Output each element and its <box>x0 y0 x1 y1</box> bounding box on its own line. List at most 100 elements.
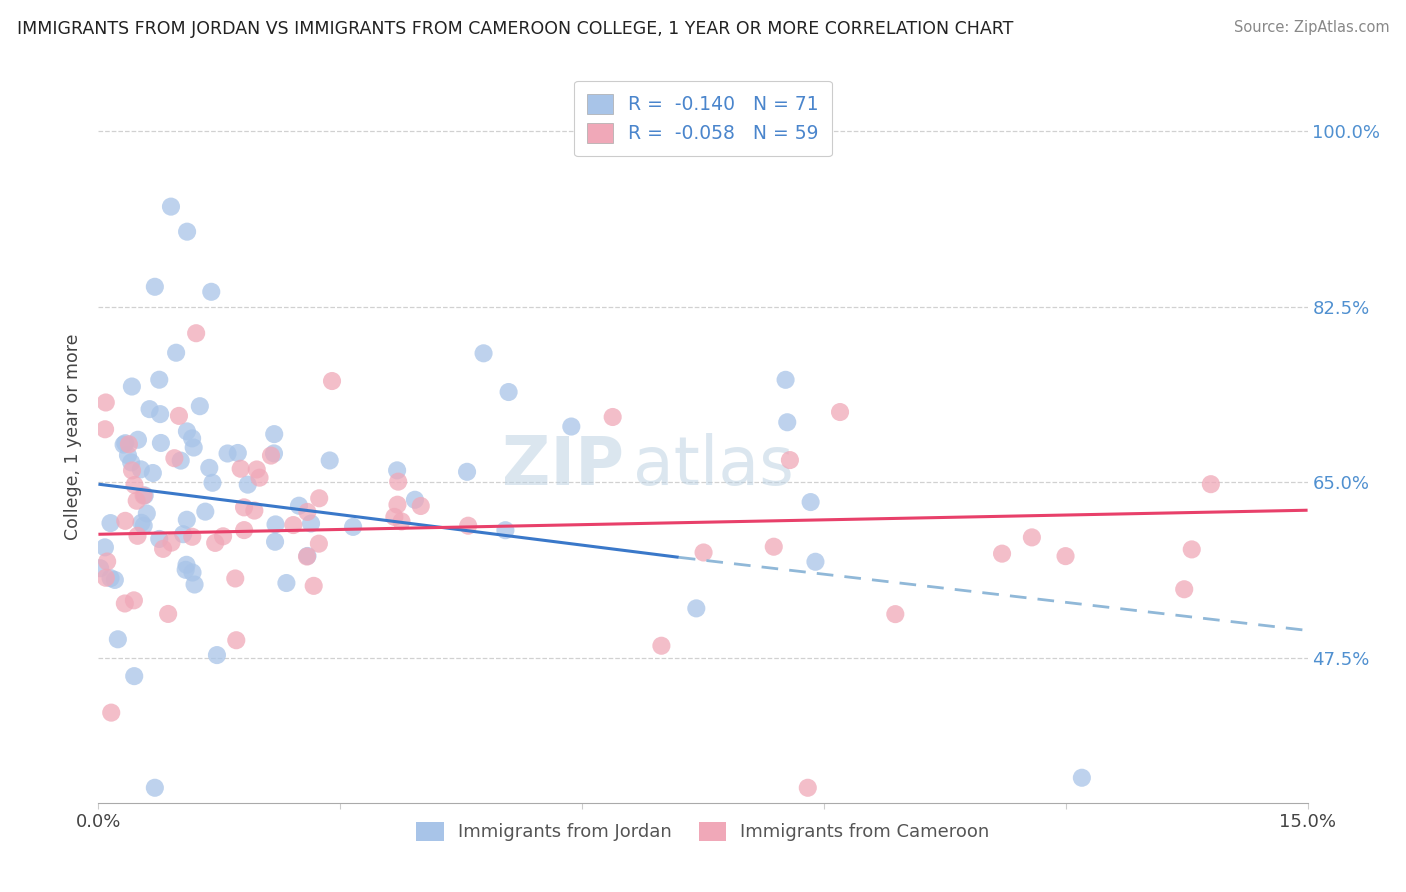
Point <box>342 520 364 534</box>
Point <box>762 540 785 554</box>
Point <box>183 441 205 455</box>
Point <box>181 431 204 445</box>
Point <box>148 532 170 546</box>
Point <box>283 518 305 533</box>
Point <box>94 571 117 585</box>
Point <box>382 509 405 524</box>
Point <box>494 523 516 537</box>
Point <box>1173 582 1195 597</box>
Point <box>152 541 174 556</box>
Point <box>249 470 271 484</box>
Point <box>124 478 146 492</box>
Point <box>263 427 285 442</box>
Point <box>233 500 256 515</box>
Point <box>157 607 180 621</box>
Point <box>167 409 190 423</box>
Point <box>94 541 117 555</box>
Text: atlas: atlas <box>633 434 794 500</box>
Point <box>685 601 707 615</box>
Point <box>94 422 117 436</box>
Point <box>236 477 259 491</box>
Point <box>225 633 247 648</box>
Point <box>174 563 197 577</box>
Point <box>472 346 495 360</box>
Legend: Immigrants from Jordan, Immigrants from Cameroon: Immigrants from Jordan, Immigrants from … <box>409 814 997 848</box>
Point <box>302 579 325 593</box>
Point <box>127 529 149 543</box>
Text: ZIP: ZIP <box>502 434 624 500</box>
Point <box>391 515 413 529</box>
Point <box>89 561 111 575</box>
Point <box>205 648 228 662</box>
Point <box>212 529 235 543</box>
Point <box>226 446 249 460</box>
Point <box>143 280 166 294</box>
Point <box>321 374 343 388</box>
Point <box>198 460 221 475</box>
Point <box>107 632 129 647</box>
Point <box>217 446 239 460</box>
Point <box>385 463 408 477</box>
Point <box>1181 542 1204 557</box>
Point <box>122 669 145 683</box>
Point <box>692 545 714 559</box>
Point <box>118 437 141 451</box>
Point <box>295 549 318 564</box>
Point <box>204 536 226 550</box>
Point <box>264 534 287 549</box>
Point <box>148 373 170 387</box>
Point <box>229 462 252 476</box>
Point <box>457 518 479 533</box>
Point <box>149 436 172 450</box>
Point <box>224 572 246 586</box>
Point <box>800 495 823 509</box>
Point <box>775 373 797 387</box>
Point <box>1199 477 1222 491</box>
Point <box>170 453 193 467</box>
Point <box>260 449 283 463</box>
Point <box>127 433 149 447</box>
Point <box>884 607 907 621</box>
Point <box>181 566 204 580</box>
Point <box>797 780 820 795</box>
Point <box>188 399 211 413</box>
Point <box>991 547 1014 561</box>
Point <box>100 706 122 720</box>
Point <box>387 498 409 512</box>
Point <box>299 516 322 531</box>
Point <box>160 535 183 549</box>
Point <box>804 555 827 569</box>
Point <box>104 573 127 587</box>
Point <box>181 530 204 544</box>
Point <box>143 780 166 795</box>
Point <box>131 516 153 530</box>
Point <box>163 451 186 466</box>
Point <box>498 384 520 399</box>
Point <box>149 407 172 421</box>
Point <box>100 571 122 585</box>
Text: IMMIGRANTS FROM JORDAN VS IMMIGRANTS FROM CAMEROON COLLEGE, 1 YEAR OR MORE CORRE: IMMIGRANTS FROM JORDAN VS IMMIGRANTS FRO… <box>17 20 1014 37</box>
Point <box>186 326 208 341</box>
Point <box>132 489 155 503</box>
Point <box>134 488 156 502</box>
Point <box>650 639 672 653</box>
Point <box>387 475 409 489</box>
Point <box>456 465 478 479</box>
Point <box>308 537 330 551</box>
Point <box>1021 530 1043 544</box>
Point <box>94 395 117 409</box>
Point <box>117 448 139 462</box>
Point <box>318 453 340 467</box>
Point <box>602 409 624 424</box>
Point <box>1070 771 1092 785</box>
Point <box>125 493 148 508</box>
Point <box>138 402 160 417</box>
Y-axis label: College, 1 year or more: College, 1 year or more <box>63 334 82 541</box>
Point <box>142 466 165 480</box>
Point <box>176 558 198 572</box>
Point <box>297 549 319 563</box>
Point <box>276 576 298 591</box>
Point <box>560 419 582 434</box>
Point <box>120 455 142 469</box>
Point <box>96 554 118 568</box>
